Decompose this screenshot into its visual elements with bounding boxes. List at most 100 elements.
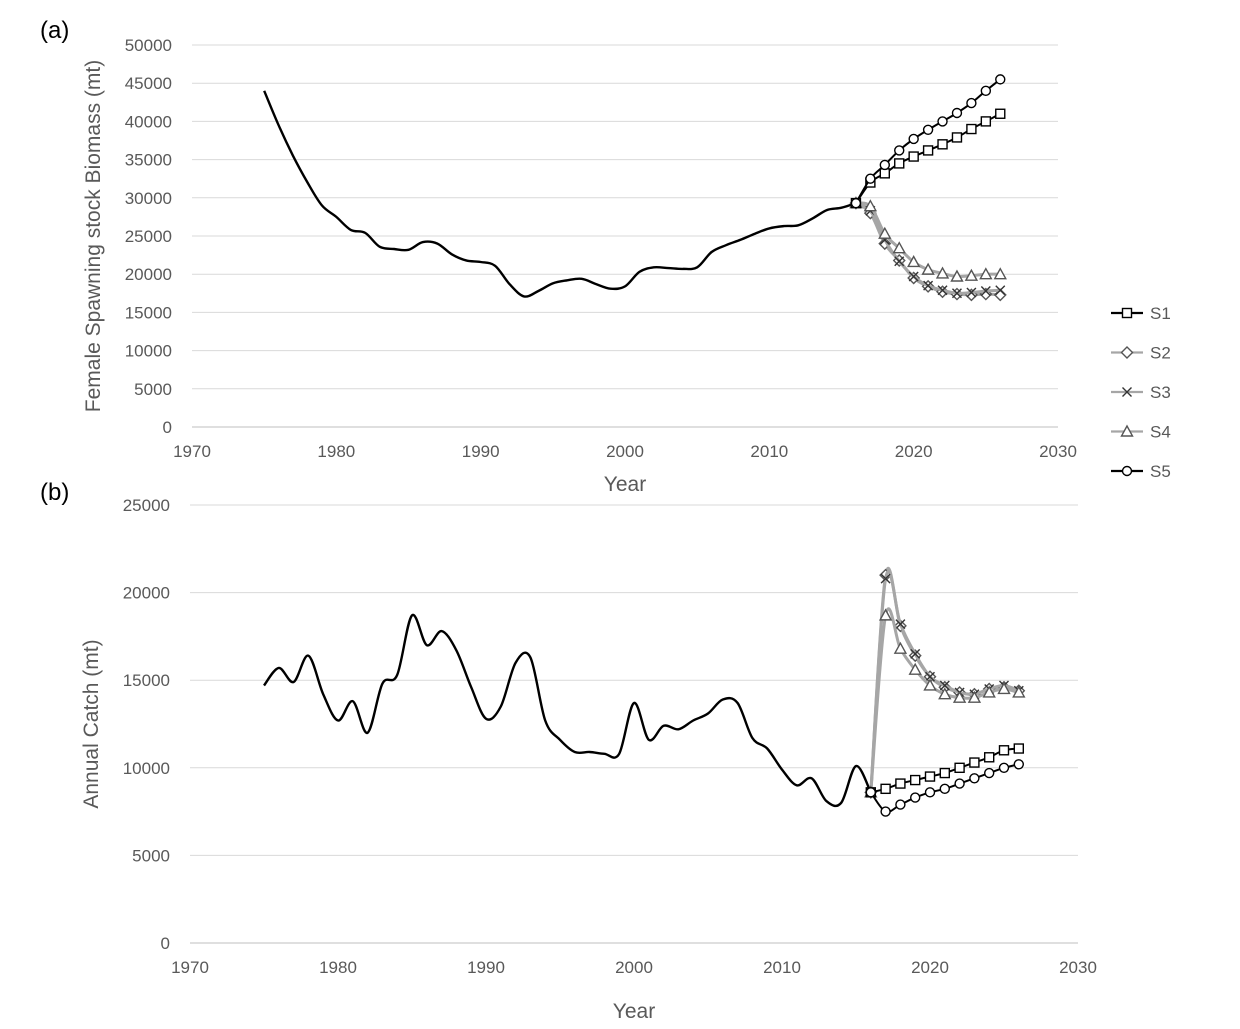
data-point-s1 xyxy=(954,762,965,773)
y-tick-label: 0 xyxy=(163,418,172,437)
data-point-s5 xyxy=(984,767,995,779)
x-tick-label: 2020 xyxy=(895,442,933,461)
y-tick-label: 0 xyxy=(161,934,170,953)
data-point-s4 xyxy=(892,241,906,254)
data-point-s4 xyxy=(921,262,935,275)
data-point-s4 xyxy=(878,608,893,621)
y-tick-label: 20000 xyxy=(125,265,172,284)
data-point-s5 xyxy=(998,762,1010,773)
data-point-s5 xyxy=(880,806,891,817)
data-point-s5 xyxy=(951,107,963,119)
y-tick-label: 20000 xyxy=(123,584,170,603)
data-point-s5 xyxy=(865,173,876,184)
data-point-s1 xyxy=(894,158,905,169)
data-point-s5 xyxy=(995,74,1006,85)
data-point-s1 xyxy=(939,767,950,779)
data-point-s5 xyxy=(966,97,977,109)
x-tick-label: 1980 xyxy=(317,442,355,461)
data-point-s5 xyxy=(939,783,950,795)
data-point-s4 xyxy=(952,690,967,703)
legend-label: S2 xyxy=(1150,344,1171,363)
data-point-s5 xyxy=(894,145,905,156)
data-point-s3 xyxy=(980,286,991,297)
data-point-s3 xyxy=(923,280,934,291)
legend-marker xyxy=(1122,387,1132,397)
x-axis-title: Year xyxy=(613,1000,655,1023)
legend-marker xyxy=(1121,465,1133,477)
data-point-s3 xyxy=(951,288,962,299)
x-axis-title: Year xyxy=(604,473,646,496)
legend-item-s5: S5 xyxy=(1111,462,1171,481)
data-point-s1 xyxy=(937,139,948,150)
data-point-s1 xyxy=(969,757,980,768)
data-point-s1 xyxy=(984,752,995,763)
data-point-s5 xyxy=(865,787,876,798)
data-point-s1 xyxy=(908,151,919,162)
y-axis-title: Female Spawning stock Biomass (mt) xyxy=(82,60,105,412)
y-tick-label: 25000 xyxy=(123,496,170,515)
panel-label: (a) xyxy=(40,17,69,44)
data-point-s5 xyxy=(969,773,980,784)
data-point-s5 xyxy=(895,799,906,810)
data-point-s1 xyxy=(924,771,936,782)
legend-item-s4: S4 xyxy=(1111,423,1171,442)
legend-label: S4 xyxy=(1150,423,1171,442)
data-point-s4 xyxy=(893,641,908,654)
data-point-s3 xyxy=(908,271,919,282)
data-point-s1 xyxy=(980,116,992,127)
y-tick-label: 10000 xyxy=(125,342,172,361)
x-tick-label: 2030 xyxy=(1059,958,1097,977)
x-tick-label: 2010 xyxy=(763,958,801,977)
data-point-s4 xyxy=(863,199,878,212)
historical-line xyxy=(263,613,872,808)
data-point-s1 xyxy=(895,778,906,789)
legend-item-s3: S3 xyxy=(1111,383,1171,402)
data-point-s4 xyxy=(908,662,922,675)
data-point-s4 xyxy=(878,226,892,239)
data-point-s3 xyxy=(937,285,948,296)
panel-a-chart: (a) 0 5000 10000 15000 20000 25000 30000 35000 40… xyxy=(40,17,1077,496)
data-point-s4 xyxy=(997,682,1011,695)
y-axis-title: Annual Catch (mt) xyxy=(80,639,103,808)
y-tick-label: 35000 xyxy=(125,151,172,170)
data-point-s5 xyxy=(1013,759,1024,770)
x-tick-label: 2010 xyxy=(750,442,788,461)
legend-label: S1 xyxy=(1150,304,1171,323)
data-point-s1 xyxy=(966,123,977,135)
data-point-s4 xyxy=(935,266,950,279)
data-point-s1 xyxy=(1013,743,1024,754)
data-point-s4 xyxy=(979,267,993,280)
data-point-s1 xyxy=(879,168,890,179)
data-point-s1 xyxy=(880,783,891,795)
data-point-s5 xyxy=(908,133,919,145)
data-point-s5 xyxy=(980,85,992,97)
data-point-s1 xyxy=(951,132,963,143)
data-point-s4 xyxy=(923,678,937,691)
legend-item-s2: S2 xyxy=(1111,344,1171,363)
legend-marker xyxy=(1120,424,1134,437)
series-line-s4 xyxy=(869,607,1020,793)
x-tick-label: 2000 xyxy=(606,442,644,461)
data-point-s5 xyxy=(937,116,948,127)
data-point-s4 xyxy=(993,267,1007,280)
data-point-s3 xyxy=(925,671,935,682)
data-point-s3 xyxy=(995,285,1006,296)
x-tick-label: 1980 xyxy=(319,958,357,977)
data-point-s3 xyxy=(895,619,906,630)
legend-marker xyxy=(1121,307,1133,319)
data-point-s4 xyxy=(938,687,952,700)
historical-line xyxy=(263,90,857,298)
series-line-s5 xyxy=(855,78,1001,204)
data-point-s5 xyxy=(922,124,934,136)
panel-label: (b) xyxy=(40,479,69,506)
y-tick-label: 15000 xyxy=(123,671,170,690)
x-tick-label: 2020 xyxy=(911,958,949,977)
x-tick-label: 1990 xyxy=(462,442,500,461)
data-point-s3 xyxy=(880,573,891,584)
y-tick-label: 5000 xyxy=(132,846,170,865)
y-tick-label: 45000 xyxy=(125,74,172,93)
legend: S1 S2 S3 S4 S5 xyxy=(1111,304,1171,481)
data-point-s4 xyxy=(1012,685,1026,698)
y-tick-label: 40000 xyxy=(125,112,172,131)
